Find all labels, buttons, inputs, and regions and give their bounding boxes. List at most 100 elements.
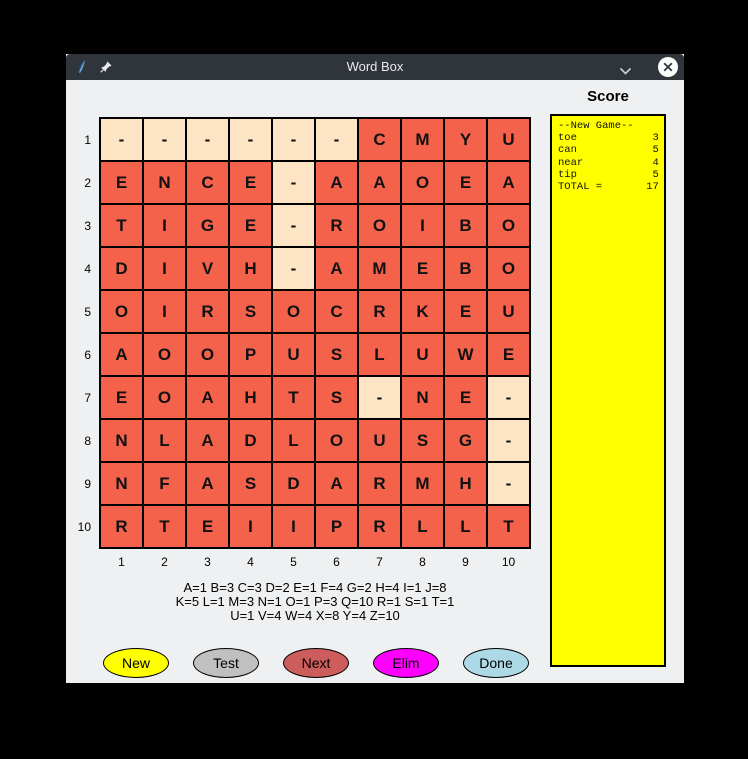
col-label: 3 <box>204 555 211 569</box>
grid-cell: E <box>230 205 271 246</box>
grid-cell-blank: - <box>488 377 529 418</box>
grid-cell-blank: - <box>273 119 314 160</box>
grid-cell: O <box>316 420 357 461</box>
grid-cell: C <box>316 291 357 332</box>
grid-cell: A <box>187 463 228 504</box>
grid-cell: H <box>445 463 486 504</box>
grid-cell: I <box>144 205 185 246</box>
elim-button[interactable]: Elim <box>373 648 439 678</box>
grid-cell: E <box>187 506 228 547</box>
grid-cell-blank: - <box>144 119 185 160</box>
grid-cell: U <box>359 420 400 461</box>
col-label: 1 <box>118 555 125 569</box>
grid-cell: B <box>445 205 486 246</box>
grid-cell: G <box>187 205 228 246</box>
grid-cell: O <box>144 334 185 375</box>
col-label: 8 <box>419 555 426 569</box>
grid-cell: E <box>445 291 486 332</box>
next-button[interactable]: Next <box>283 648 349 678</box>
grid-cell: H <box>230 377 271 418</box>
grid-cell: U <box>488 119 529 160</box>
grid-cell: A <box>316 463 357 504</box>
test-button[interactable]: Test <box>193 648 259 678</box>
close-icon[interactable] <box>658 57 678 77</box>
grid-cell: F <box>144 463 185 504</box>
grid-cell: V <box>187 248 228 289</box>
grid-cell: I <box>273 506 314 547</box>
grid-cell: W <box>445 334 486 375</box>
grid-cell: U <box>488 291 529 332</box>
grid-cell: A <box>359 162 400 203</box>
grid-cell: A <box>187 377 228 418</box>
grid-cell: C <box>187 162 228 203</box>
grid-cell: A <box>187 420 228 461</box>
grid-cell: T <box>273 377 314 418</box>
grid-cell: R <box>359 506 400 547</box>
pin-icon[interactable] <box>99 60 113 74</box>
grid-cell: O <box>402 162 443 203</box>
grid-cell: H <box>230 248 271 289</box>
grid-cell-blank: - <box>488 420 529 461</box>
row-label: 4 <box>84 261 91 276</box>
grid-cell: E <box>445 377 486 418</box>
grid-cell: E <box>101 162 142 203</box>
score-text: --New Game-- toe 3 can 5 near 4 tip 5 TO… <box>558 120 659 194</box>
row-label: 9 <box>84 476 91 491</box>
grid-cell: O <box>101 291 142 332</box>
score-panel: --New Game-- toe 3 can 5 near 4 tip 5 TO… <box>550 114 666 667</box>
grid-row-labels: 1 2 3 4 5 6 7 8 9 10 <box>66 119 91 547</box>
row-label: 3 <box>84 218 91 233</box>
grid-cell: O <box>273 291 314 332</box>
chevron-down-icon[interactable] <box>619 63 632 75</box>
grid-cell: E <box>445 162 486 203</box>
grid-cell: R <box>359 291 400 332</box>
grid-cell: L <box>273 420 314 461</box>
letter-values-legend: A=1 B=3 C=3 D=2 E=1 F=4 G=2 H=4 I=1 J=8 K… <box>99 581 531 623</box>
grid-cell: R <box>359 463 400 504</box>
grid-cell: C <box>359 119 400 160</box>
grid-cell-blank: - <box>488 463 529 504</box>
grid-cell: I <box>230 506 271 547</box>
titlebar: Word Box <box>66 54 684 80</box>
grid-cell: I <box>402 205 443 246</box>
grid-cell: B <box>445 248 486 289</box>
python-feather-icon[interactable] <box>74 58 88 76</box>
col-label: 2 <box>161 555 168 569</box>
grid-cell: L <box>445 506 486 547</box>
grid-cell: L <box>359 334 400 375</box>
word-box-window: Word Box Score --New Game-- toe 3 can 5 … <box>66 54 684 683</box>
row-label: 10 <box>77 519 91 534</box>
grid-cell: N <box>101 463 142 504</box>
done-button[interactable]: Done <box>463 648 529 678</box>
grid-cell: D <box>230 420 271 461</box>
grid-cell: D <box>273 463 314 504</box>
grid-cell-blank: - <box>273 248 314 289</box>
grid-cell: A <box>316 248 357 289</box>
grid-cell: E <box>488 334 529 375</box>
grid-cell: P <box>230 334 271 375</box>
col-label: 5 <box>290 555 297 569</box>
row-label: 2 <box>84 175 91 190</box>
grid-cell-blank: - <box>101 119 142 160</box>
grid-cell: A <box>488 162 529 203</box>
grid-cell: A <box>101 334 142 375</box>
grid-cell: R <box>316 205 357 246</box>
grid-cell: K <box>402 291 443 332</box>
grid-cell: N <box>144 162 185 203</box>
grid-cell: P <box>316 506 357 547</box>
grid-cell: M <box>402 463 443 504</box>
legend-line: A=1 B=3 C=3 D=2 E=1 F=4 G=2 H=4 I=1 J=8 <box>183 580 447 595</box>
grid-cell: R <box>101 506 142 547</box>
grid-cell: S <box>230 291 271 332</box>
grid-cell: T <box>144 506 185 547</box>
grid-cell-blank: - <box>359 377 400 418</box>
grid-cell-blank: - <box>187 119 228 160</box>
grid-cell: D <box>101 248 142 289</box>
grid-cell: O <box>359 205 400 246</box>
new-button[interactable]: New <box>103 648 169 678</box>
grid-cell: L <box>144 420 185 461</box>
col-label: 10 <box>501 555 516 569</box>
grid-cell: S <box>230 463 271 504</box>
grid-cell: O <box>144 377 185 418</box>
grid-cell: E <box>402 248 443 289</box>
